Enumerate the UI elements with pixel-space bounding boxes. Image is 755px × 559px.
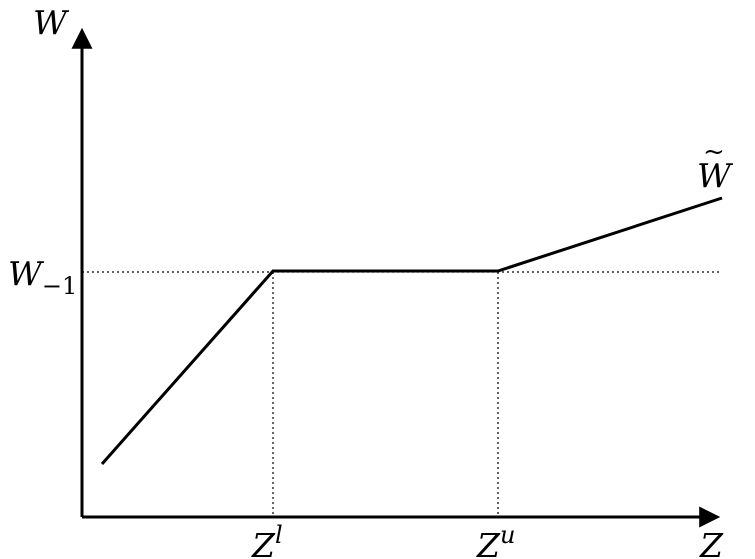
z-lower-base: Z (251, 526, 276, 559)
z-lower-label: Zl (251, 521, 283, 559)
x-axis-label: Z (699, 526, 724, 559)
w-prev-subscript: −1 (42, 272, 77, 300)
w-tilde-mark: ~ (703, 137, 725, 167)
schedule-curve (100, 196, 723, 465)
w-tilde-base: W (697, 156, 734, 195)
z-upper-label: Zu (476, 521, 515, 559)
z-lower-superscript: l (275, 521, 283, 549)
w-prev-base: W (8, 254, 45, 293)
z-upper-superscript: u (500, 521, 515, 549)
y-axis-label: W (33, 3, 70, 42)
z-upper-base: Z (476, 526, 501, 559)
w-tilde-label: ~ W (697, 137, 734, 195)
w-prev-label: W−1 (8, 254, 77, 300)
